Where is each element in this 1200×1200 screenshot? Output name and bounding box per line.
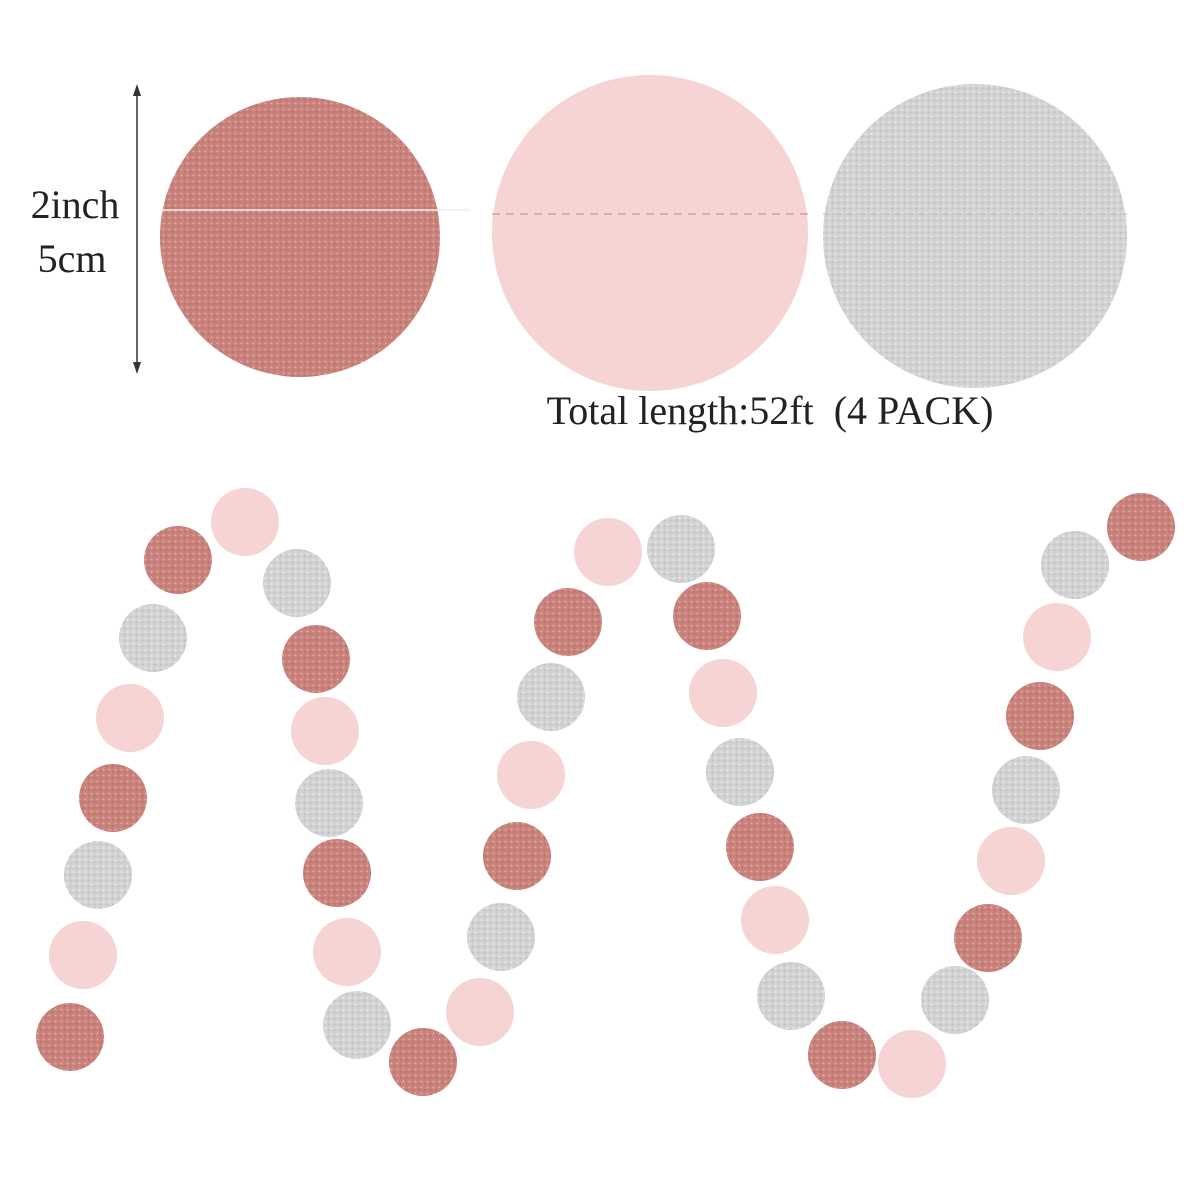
garland-circle — [323, 991, 391, 1059]
garland-circle — [313, 918, 381, 986]
garland-circle — [921, 966, 989, 1034]
arrow-head — [133, 84, 141, 96]
garland-circle — [64, 841, 132, 909]
garland-circle — [878, 1030, 946, 1098]
caption: Total length:52ft (4 PACK) — [547, 388, 994, 433]
garland-circle — [295, 769, 363, 837]
arrow-head — [133, 362, 141, 374]
garland-circle — [467, 903, 535, 971]
garland-circle — [263, 549, 331, 617]
garland-circle — [497, 741, 565, 809]
garland-circle — [673, 582, 741, 650]
garland-circle — [49, 921, 117, 989]
garland-circle — [954, 904, 1022, 972]
garland-circle — [1107, 493, 1175, 561]
garland-circle — [574, 518, 642, 586]
garland-circle — [282, 625, 350, 693]
rose-gold-circle — [160, 97, 440, 377]
size-inch: 2inch — [31, 182, 120, 227]
garland-circle — [389, 1028, 457, 1096]
garland-circle — [1023, 603, 1091, 671]
garland-circle — [36, 1003, 104, 1071]
garland-circle — [79, 764, 147, 832]
garland-circle — [446, 978, 514, 1046]
garland-circle — [706, 738, 774, 806]
silver-circle — [823, 84, 1127, 388]
garland-circle — [291, 697, 359, 765]
garland-circle — [96, 684, 164, 752]
garland-circle — [303, 839, 371, 907]
garland-circle — [1041, 531, 1109, 599]
garland-circle — [483, 822, 551, 890]
garland-circle — [211, 488, 279, 556]
garland-circle — [1006, 682, 1074, 750]
garland-circle — [689, 659, 757, 727]
garland-circle — [119, 604, 187, 672]
garland-circle — [992, 756, 1060, 824]
garland-circle — [144, 526, 212, 594]
size-cm: 5cm — [38, 236, 107, 281]
garland-circle — [757, 962, 825, 1030]
garland-circle — [741, 886, 809, 954]
garland — [36, 488, 1175, 1098]
garland-circle — [647, 515, 715, 583]
garland-circle — [517, 663, 585, 731]
garland-circle — [534, 588, 602, 656]
garland-circle — [726, 813, 794, 881]
garland-circle — [977, 827, 1045, 895]
pink-circle — [492, 75, 808, 391]
garland-circle — [808, 1021, 876, 1089]
